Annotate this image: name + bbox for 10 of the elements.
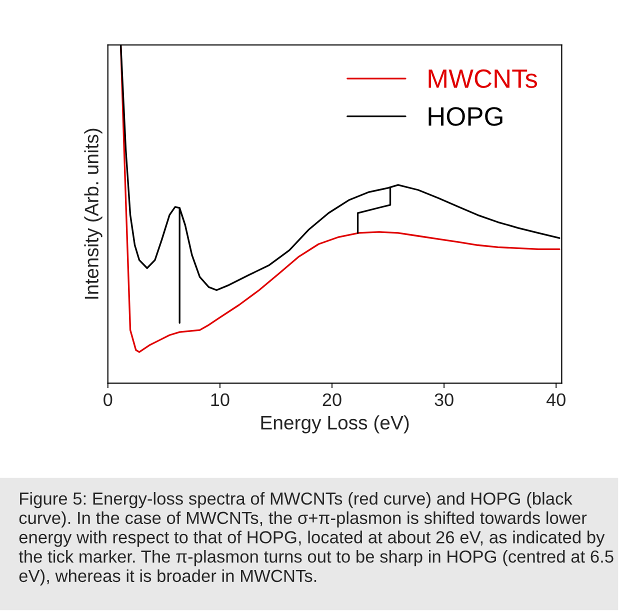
caption: Figure 5: Energy-loss spectra of MWCNTs (red curve) and HOPG (black curve). In the case of MWCNTs, the σ+π-plasmon is shifted towards lower energy with respect to that of HOPG, located at about 26 eV, as indicated by the tick marker. The π-plasmon turns out to be sharp in HOPG (centred at 6.5 eV), whereas it is broader in MWCNTs. (18, 492, 614, 586)
legend-label: MWCNTs (428, 69, 538, 88)
x-tick-label: 40 (546, 393, 566, 406)
legend-label: HOPG (428, 107, 502, 126)
y-axis-title: Intensity (Arb. units) (84, 128, 102, 299)
x-tick-label: 20 (322, 393, 342, 406)
x-tick-label: 0 (104, 393, 112, 406)
x-tick-label: 10 (211, 393, 230, 406)
x-tick-label: 30 (434, 393, 454, 406)
x-axis-title: Energy Loss (eV) (261, 415, 409, 434)
